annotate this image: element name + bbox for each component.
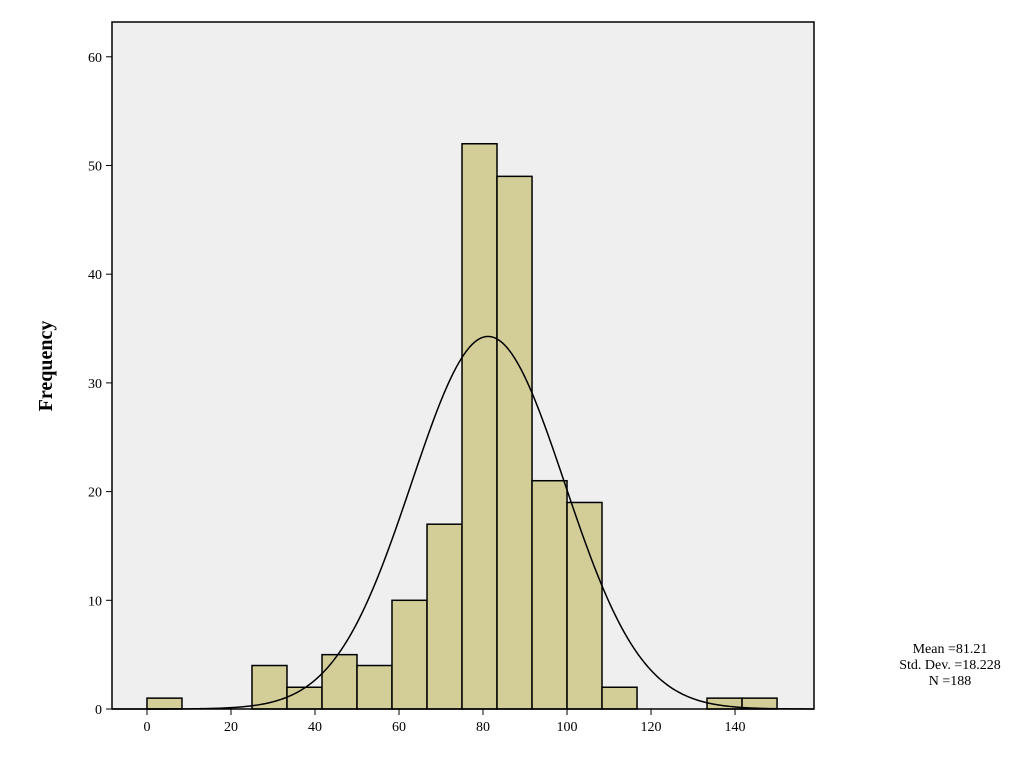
bar — [601, 686, 638, 710]
bar — [461, 142, 498, 710]
bar — [321, 653, 358, 710]
stat-label: N =188 — [929, 674, 972, 689]
bar — [146, 697, 183, 710]
normal-curve — [112, 335, 815, 710]
plot-frame — [111, 21, 815, 710]
bar — [391, 599, 428, 710]
y-tick-label: 0 — [95, 703, 102, 718]
bar — [531, 479, 568, 710]
y-tick-label: 60 — [88, 51, 102, 66]
x-tick-label: 0 — [143, 720, 150, 735]
x-tick-label: 120 — [641, 720, 662, 735]
x-tick-label: 20 — [224, 720, 238, 735]
x-tick-label: 60 — [392, 720, 406, 735]
x-tick-label: 100 — [557, 720, 578, 735]
bar — [496, 175, 533, 710]
y-tick-label: 10 — [88, 594, 102, 609]
y-tick-label: 40 — [88, 268, 102, 283]
y-axis-label: Frequency — [35, 321, 57, 412]
x-tick-label: 80 — [476, 720, 490, 735]
y-tick-label: 30 — [88, 377, 102, 392]
stat-label: Std. Dev. =18.228 — [899, 658, 1001, 673]
bar — [286, 686, 323, 710]
y-tick-label: 50 — [88, 159, 102, 174]
x-tick-label: 140 — [725, 720, 746, 735]
bar — [426, 523, 463, 710]
y-tick-label: 20 — [88, 486, 102, 501]
x-axis-label: Di — [453, 765, 473, 768]
bar — [356, 664, 393, 710]
bar — [566, 501, 603, 710]
x-tick-label: 40 — [308, 720, 322, 735]
stat-label: Mean =81.21 — [913, 642, 988, 657]
